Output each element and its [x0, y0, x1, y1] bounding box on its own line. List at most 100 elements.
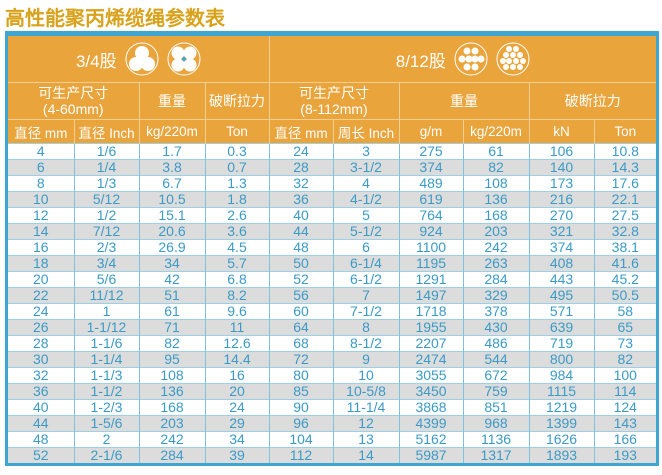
table-cell: 4 [333, 175, 400, 192]
table-cell: 1-1/6 [74, 335, 140, 352]
table-cell: 719 [529, 335, 595, 352]
table-cell: 270 [529, 207, 595, 224]
table-cell: 1-1/2 [74, 383, 140, 400]
table-cell: 104 [269, 431, 334, 448]
table-cell: 1893 [529, 447, 595, 463]
table-cell: 108 [463, 175, 530, 192]
table-cell: 112 [269, 447, 334, 463]
table-cell: 374 [399, 159, 464, 176]
table-cell: 13 [333, 431, 400, 448]
table-row: 40 1-2/3 168 24 90 11-1/4 3868 851 1219 124 [8, 399, 657, 416]
table-cell: 48 [8, 431, 75, 448]
table-cell: 1/4 [74, 159, 140, 176]
table-cell: 36 [269, 191, 334, 208]
table-cell: 143 [594, 415, 657, 432]
table-row: 36 1-1/2 136 20 85 10-5/8 3450 759 1115 114 [8, 383, 657, 400]
table-cell: 5/6 [74, 271, 140, 288]
table-cell: 2/3 [74, 239, 140, 256]
group-header-8-12-strand: 8/12股 [269, 36, 657, 83]
table-cell: 39 [205, 447, 270, 463]
table-cell: 851 [463, 399, 530, 416]
table-cell: 5162 [399, 431, 464, 448]
table-cell: 619 [399, 191, 464, 208]
table-cell: 5.7 [205, 255, 270, 272]
table-cell: 26.9 [139, 239, 206, 256]
table-row: 20 5/6 42 6.8 52 6-1/2 1291 284 443 45.2 [8, 271, 657, 288]
table-cell: 136 [139, 383, 206, 400]
table-cell: 166 [594, 431, 657, 448]
table-cell: 136 [463, 191, 530, 208]
table-cell: 1718 [399, 303, 464, 320]
table-cell: 486 [463, 335, 530, 352]
table-cell: 36 [8, 383, 75, 400]
table-cell: 321 [529, 223, 595, 240]
table-cell: 18 [8, 255, 75, 272]
table-row: 44 1-5/6 203 29 96 12 4399 968 1399 143 [8, 415, 657, 432]
table-cell: 4-1/2 [333, 191, 400, 208]
table-cell: 11/12 [74, 287, 140, 304]
table-cell: 984 [529, 367, 595, 384]
table-row: 22 11/12 51 8.2 56 7 1497 329 495 50.5 [8, 287, 657, 304]
table-cell: 571 [529, 303, 595, 320]
table-cell: 14.3 [594, 159, 657, 176]
table-cell: 0.7 [205, 159, 270, 176]
table-cell: 0.3 [205, 143, 270, 160]
table-row: 28 1-1/6 82 12.6 68 8-1/2 2207 486 719 73 [8, 335, 657, 352]
column-header: g/m [399, 119, 464, 144]
table-row: 4 1/6 1.7 0.3 24 3 275 61 106 10.8 [8, 143, 657, 160]
table-row: 8 1/3 6.7 1.3 32 4 489 108 173 17.6 [8, 175, 657, 192]
table-cell: 52 [269, 271, 334, 288]
table-cell: 42 [139, 271, 206, 288]
column-header: Ton [205, 119, 270, 144]
table-cell: 22 [8, 287, 75, 304]
table-cell: 100 [594, 367, 657, 384]
table-cell: 10.8 [594, 143, 657, 160]
table-cell: 80 [269, 367, 334, 384]
table-cell: 1/3 [74, 175, 140, 192]
table-row: 16 2/3 26.9 4.5 48 6 1100 242 374 38.1 [8, 239, 657, 256]
table-cell: 7-1/2 [333, 303, 400, 320]
table-cell: 61 [463, 143, 530, 160]
table-cell: 3/4 [74, 255, 140, 272]
table-cell: 27.5 [594, 207, 657, 224]
table-cell: 24 [269, 143, 334, 160]
table-cell: 72 [269, 351, 334, 368]
table-cell: 20 [8, 271, 75, 288]
size-header-right: 可生产尺寸 (8-112mm) [269, 82, 400, 120]
table-cell: 1/6 [74, 143, 140, 160]
table-cell: 6 [333, 239, 400, 256]
column-header: kN [529, 119, 595, 144]
table-cell: 495 [529, 287, 595, 304]
table-cell: 11 [205, 319, 270, 336]
table-cell: 3-1/2 [333, 159, 400, 176]
size-range: (8-112mm) [300, 101, 368, 117]
table-cell: 96 [269, 415, 334, 432]
table-cell: 5987 [399, 447, 464, 463]
table-cell: 8-1/2 [333, 335, 400, 352]
table-cell: 6.7 [139, 175, 206, 192]
column-header: 周长 Inch [333, 119, 400, 144]
size-label: 可生产尺寸 [38, 85, 109, 101]
table-cell: 4399 [399, 415, 464, 432]
table-row: 12 1/2 15.1 2.6 40 5 764 168 270 27.5 [8, 207, 657, 224]
table-cell: 12.6 [205, 335, 270, 352]
table-cell: 430 [463, 319, 530, 336]
table-cell: 2207 [399, 335, 464, 352]
table-cell: 203 [139, 415, 206, 432]
four-strand-icon [167, 42, 201, 76]
table-cell: 8.2 [205, 287, 270, 304]
table-cell: 95 [139, 351, 206, 368]
table-cell: 51 [139, 287, 206, 304]
table-cell: 3.6 [205, 223, 270, 240]
table-cell: 639 [529, 319, 595, 336]
table-row: 32 1-1/3 108 16 80 10 3055 672 984 100 [8, 367, 657, 384]
table-cell: 216 [529, 191, 595, 208]
table-cell: 6-1/2 [333, 271, 400, 288]
table-cell: 140 [529, 159, 595, 176]
column-header: Ton [594, 119, 657, 144]
table-cell: 3055 [399, 367, 464, 384]
table-cell: 1-1/4 [74, 351, 140, 368]
table-cell: 28 [269, 159, 334, 176]
group-header-3-4-strand: 3/4股 [8, 36, 270, 83]
eight-strand-icon [454, 42, 488, 76]
